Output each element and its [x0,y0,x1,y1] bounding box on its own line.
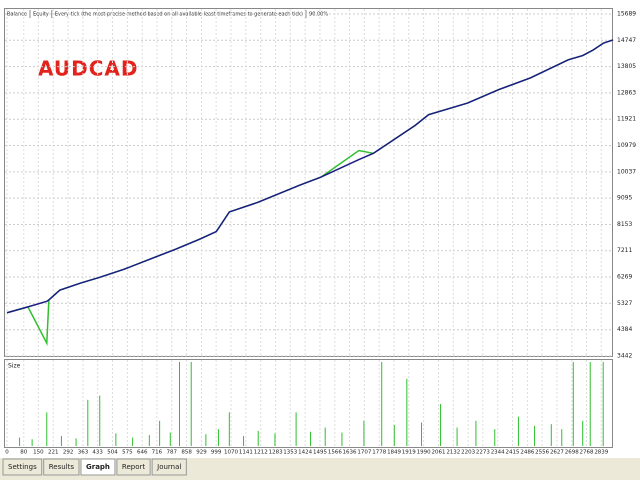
x-tick-label: 2839 [594,450,608,456]
legend-item: Equity [33,12,49,18]
y-tick-label: 4384 [617,326,632,333]
tab[interactable] [116,458,151,476]
x-tick-label: 2698 [565,450,579,456]
legend-item: Balance [7,12,27,18]
y-tick-label: 10979 [617,142,636,149]
x-tick-label: 646 [137,450,148,456]
x-tick-label: 1353 [283,450,297,456]
x-tick-label: 1636 [342,450,356,456]
tab[interactable] [80,458,116,476]
x-tick-label: 1070 [224,450,238,456]
y-tick-label: 12863 [617,89,636,96]
x-tick-label: 292 [63,450,74,456]
x-tick-label: 2273 [476,450,490,456]
x-tick-label: 1919 [402,450,416,456]
x-tick-label: 221 [48,450,59,456]
x-tick-label: 363 [78,450,89,456]
x-tick-label: 858 [181,450,192,456]
y-tick-label: 10037 [617,168,636,175]
y-tick-label: 3442 [617,353,632,360]
x-tick-label: 1849 [387,450,401,456]
x-tick-label: 1212 [254,450,268,456]
series-line [6,39,614,314]
x-tick-label: 1424 [298,450,312,456]
x-tick-label: 787 [167,450,178,456]
tab-label[interactable]: Settings [8,463,37,471]
x-tick-label: 1283 [269,450,283,456]
tab[interactable] [2,458,43,476]
size-panel [4,359,613,448]
x-tick-label: 1566 [328,450,342,456]
x-tick-label: 2203 [461,450,475,456]
y-tick-label: 13805 [617,63,636,70]
x-tick-label: 2344 [491,450,505,456]
annotation: AUDCAD [38,57,138,81]
y-tick-label: 6269 [617,274,632,281]
x-tick-label: 1990 [417,450,431,456]
y-tick-label: 5327 [617,300,632,307]
x-tick-label: 1778 [372,450,386,456]
x-tick-label: 1495 [313,450,327,456]
x-tick-label: 1141 [239,450,253,456]
tab-label[interactable]: Graph [86,463,110,471]
y-tick-label: 15689 [617,11,636,18]
x-tick-label: 2768 [579,450,593,456]
x-tick-label: 929 [196,450,207,456]
x-tick-label: 2486 [520,450,534,456]
x-tick-label: 716 [152,450,163,456]
panel-title: Size [8,363,21,370]
tab-label[interactable]: Journal [156,463,181,471]
x-tick-label: 2556 [535,450,549,456]
x-tick-label: 2415 [506,450,520,456]
x-tick-label: 999 [211,450,222,456]
x-tick-label: 1707 [357,450,371,456]
x-tick-label: 504 [107,450,118,456]
x-tick-label: 150 [33,450,44,456]
tab[interactable] [151,458,187,476]
tab-label[interactable]: Results [49,463,75,471]
y-tick-label: 8153 [617,221,632,228]
x-tick-label: 0 [5,450,9,456]
x-tick-label: 433 [92,450,103,456]
main-panel [4,8,613,357]
y-tick-label: 9095 [617,195,632,202]
x-tick-label: 575 [122,450,133,456]
x-tick-label: 2132 [446,450,460,456]
tab-label[interactable]: Report [122,463,145,471]
x-tick-label: 80 [20,450,27,456]
x-tick-label: 2627 [550,450,564,456]
tab[interactable] [43,458,80,476]
x-tick-label: 2061 [431,450,445,456]
y-tick-label: 7211 [617,247,632,254]
y-tick-label: 14747 [617,37,636,44]
y-tick-label: 11921 [617,116,636,123]
